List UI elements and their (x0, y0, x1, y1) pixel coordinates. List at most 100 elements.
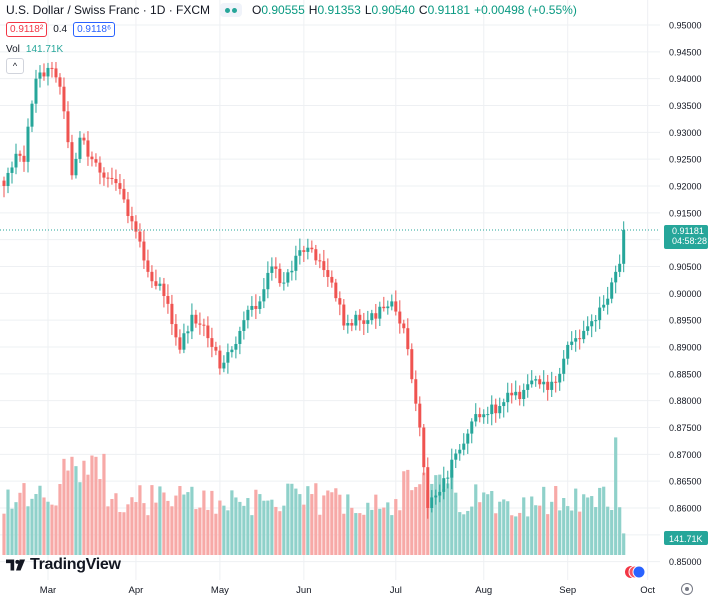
candle-body (394, 301, 398, 312)
candle (462, 433, 466, 456)
volume-bar (306, 486, 310, 555)
symbol-title[interactable]: U.S. Dollar / Swiss Franc · 1D · FXCM (6, 3, 211, 17)
volume-bar (534, 505, 538, 555)
candle-body (306, 247, 310, 252)
candle-body (190, 314, 194, 332)
candle-body (230, 349, 234, 353)
candle (6, 167, 10, 194)
candle (158, 277, 162, 291)
volume-bar (266, 500, 270, 555)
candle (518, 385, 522, 406)
candle (566, 341, 570, 365)
time-axis[interactable]: Mar Apr May Jun Jul Aug Sep Oct (40, 585, 656, 596)
volume-bar (106, 506, 110, 555)
candle (562, 350, 566, 382)
price-tick-label: 0.93500 (669, 101, 702, 111)
candle-body (450, 459, 454, 478)
volume-bar (578, 511, 582, 555)
volume-bar (310, 494, 314, 555)
candle-body (234, 343, 238, 350)
tradingview-logo[interactable]: TradingView (6, 556, 121, 574)
volume-bar (370, 509, 374, 555)
candle-body (458, 449, 462, 454)
candle (86, 131, 90, 166)
volume-bar (430, 483, 434, 555)
price-tick-label: 0.86000 (669, 504, 702, 514)
volume-bar (362, 514, 366, 555)
candle-body (262, 289, 266, 302)
candle (314, 244, 318, 265)
collapse-legend-chevron-up-icon[interactable]: ^ (6, 58, 24, 74)
settings-gear-icon[interactable] (681, 583, 693, 595)
candle (522, 383, 526, 407)
change-value: +0.00498 (+0.55%) (474, 3, 577, 17)
candle-body (318, 260, 322, 262)
visibility-eye-icon[interactable] (220, 3, 243, 17)
volume-value: 141.71K (25, 44, 64, 55)
volume-bar (426, 490, 430, 555)
volume-bar (302, 504, 306, 555)
candle-body (254, 305, 258, 309)
candle-body (446, 477, 450, 479)
volume-legend[interactable]: Vol 141.71K (6, 44, 63, 55)
volume-bar (350, 507, 354, 555)
time-tick-label: Mar (40, 585, 56, 596)
candle (198, 312, 202, 335)
volume-bar (90, 455, 94, 555)
candle-body (566, 344, 570, 359)
candle-body (106, 177, 110, 179)
candle (214, 341, 218, 356)
candle-body (270, 266, 274, 273)
open-value: 0.90555 (261, 3, 305, 17)
candle (478, 407, 482, 423)
bid-button[interactable]: 0.9118² (6, 22, 48, 37)
candle-body (606, 298, 610, 305)
candle-body (366, 320, 370, 324)
candle-body (86, 140, 90, 157)
volume-bar (170, 506, 174, 555)
volume-bar (158, 486, 162, 555)
volume-bar (294, 488, 298, 555)
candle (406, 318, 410, 356)
candle-body (10, 167, 14, 173)
volume-bar (286, 483, 290, 555)
volume-bar (66, 470, 70, 555)
candle (138, 223, 142, 248)
candle-body (486, 414, 490, 416)
volume-bar (382, 507, 386, 555)
candle-body (574, 338, 578, 342)
volume-bar (458, 512, 462, 555)
candle-body (470, 421, 474, 434)
volume-bar (522, 497, 526, 555)
candle (146, 249, 150, 278)
candle-body (454, 453, 458, 460)
time-tick-label: Sep (559, 585, 576, 596)
spread-value: 0.4 (53, 24, 68, 35)
volume-bar (598, 487, 602, 555)
price-axis[interactable]: 0.95000 0.94500 0.94000 0.93500 0.93000 0.925… (669, 21, 702, 568)
candle (554, 375, 558, 393)
candle (70, 134, 74, 180)
volume-bar (550, 501, 554, 555)
candle-body (118, 183, 122, 189)
candle (354, 310, 358, 331)
candle-body (142, 241, 146, 261)
candle (118, 174, 122, 195)
candle (266, 261, 270, 299)
volume-bar (182, 494, 186, 555)
volume-bar (146, 515, 150, 555)
candle (558, 367, 562, 391)
candle (402, 319, 406, 334)
candle-body (502, 402, 506, 407)
candle (82, 133, 86, 145)
volume-bar (450, 469, 454, 555)
events-icon[interactable] (625, 565, 646, 579)
volume-bar (466, 510, 470, 555)
candle-body (542, 381, 546, 385)
candle (378, 301, 382, 327)
candle (350, 319, 354, 332)
candle (182, 323, 186, 354)
ask-button[interactable]: 0.9118⁶ (73, 22, 116, 37)
